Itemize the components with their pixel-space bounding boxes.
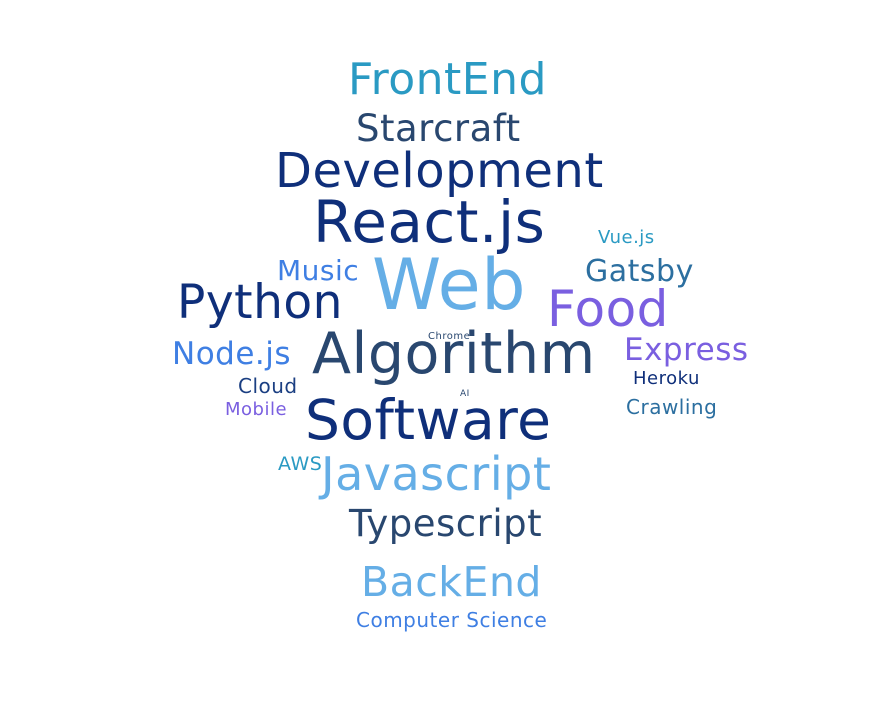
word-software: Software (305, 388, 552, 452)
word-mobile: Mobile (225, 399, 288, 420)
word-starcraft: Starcraft (356, 107, 521, 150)
word-algorithm: Algorithm (312, 321, 596, 387)
word-food: Food (547, 280, 669, 338)
word-aws: AWS (278, 453, 323, 475)
word-javascript: Javascript (321, 447, 552, 501)
word-development: Development (275, 143, 604, 199)
word-frontend: FrontEnd (348, 54, 547, 105)
word-express: Express (624, 332, 749, 368)
word-cloud-term: Cloud (238, 374, 298, 398)
word-web: Web (372, 244, 527, 326)
word-gatsby: Gatsby (585, 254, 694, 289)
word-vue: Vue.js (598, 227, 655, 248)
word-python: Python (177, 275, 343, 330)
word-react: React.js (313, 188, 546, 256)
word-ai: AI (460, 389, 470, 399)
word-chrome: Chrome (428, 331, 471, 342)
word-crawling: Crawling (626, 395, 718, 419)
word-music: Music (277, 254, 360, 287)
word-typescript: Typescript (349, 502, 543, 545)
word-backend: BackEnd (361, 558, 542, 606)
word-heroku: Heroku (633, 368, 700, 389)
word-nodejs: Node.js (172, 336, 292, 372)
word-computer-science: Computer Science (356, 608, 548, 632)
